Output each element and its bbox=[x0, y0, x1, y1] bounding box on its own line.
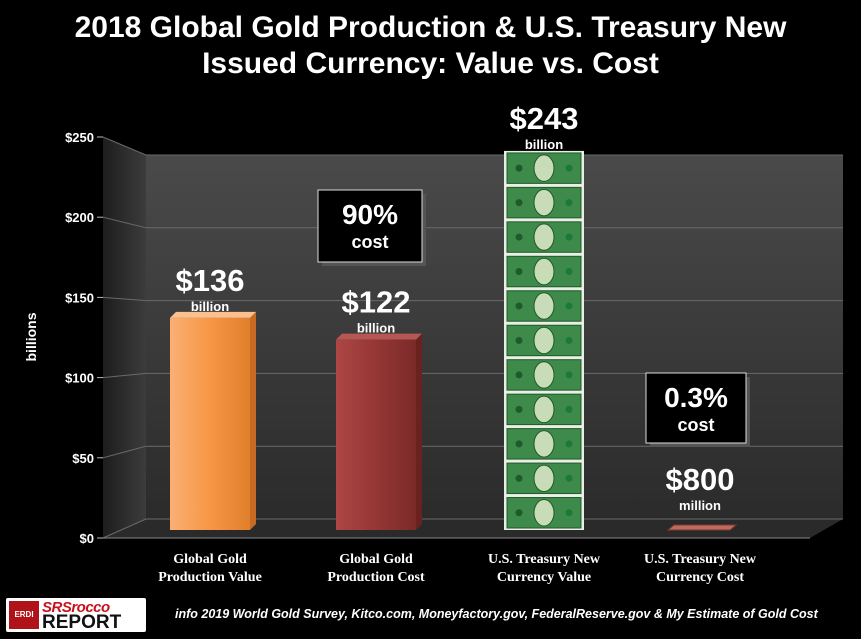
bar-top bbox=[336, 333, 422, 340]
value-label: $136 bbox=[176, 263, 245, 298]
logo-mark-icon: ERDI bbox=[9, 601, 39, 629]
bar-side bbox=[416, 333, 422, 530]
bill-seal bbox=[515, 164, 523, 172]
bill-portrait bbox=[533, 464, 555, 493]
bar-top bbox=[170, 311, 256, 318]
floor bbox=[103, 519, 843, 538]
chart-title-line1: 2018 Global Gold Production & U.S. Treas… bbox=[74, 11, 787, 44]
bill-seal bbox=[565, 302, 573, 310]
bill-seal bbox=[515, 371, 523, 379]
category-label: Production Cost bbox=[327, 570, 425, 585]
bill-seal bbox=[515, 336, 523, 344]
bar-gold bbox=[170, 317, 250, 530]
bill-portrait bbox=[533, 223, 555, 251]
y-axis-label: billions bbox=[23, 312, 39, 361]
annotation-box bbox=[645, 372, 747, 444]
bar-cost bbox=[336, 339, 416, 530]
value-unit-label: billion bbox=[191, 299, 229, 314]
bill-seal bbox=[515, 509, 523, 517]
annotation-label: cost bbox=[351, 232, 388, 252]
category-label: U.S. Treasury New bbox=[644, 552, 757, 567]
bill-seal bbox=[565, 268, 573, 276]
gridline-side bbox=[102, 216, 147, 229]
y-tick-label: $250 bbox=[65, 130, 94, 145]
annotation-label: cost bbox=[677, 415, 714, 435]
bill-seal bbox=[565, 371, 573, 379]
bill-seal bbox=[515, 440, 523, 448]
annotation-percent: 0.3% bbox=[664, 382, 728, 413]
logo-text-srsrocco: SRSrocco bbox=[42, 599, 110, 616]
bill-seal bbox=[565, 164, 573, 172]
bill-portrait bbox=[533, 430, 555, 458]
bill-seal bbox=[565, 199, 573, 207]
category-label: Currency Cost bbox=[656, 570, 744, 585]
y-tick-label: $150 bbox=[65, 290, 94, 305]
category-label: Production Value bbox=[158, 570, 262, 585]
gridline-side bbox=[102, 372, 147, 379]
y-tick-label: $0 bbox=[80, 531, 94, 546]
value-unit-label: million bbox=[679, 498, 721, 513]
y-tick-label: $200 bbox=[65, 210, 94, 225]
srsrocco-logo: ERDI SRSrocco REPORT bbox=[6, 598, 146, 633]
annotation-box bbox=[317, 189, 423, 263]
category-label: U.S. Treasury New bbox=[488, 552, 601, 567]
bill-seal bbox=[565, 336, 573, 344]
value-label: $122 bbox=[342, 285, 411, 320]
category-label: Currency Value bbox=[497, 570, 591, 585]
bill-seal bbox=[515, 474, 523, 482]
chart-title-line2: Issued Currency: Value vs. Cost bbox=[202, 47, 659, 80]
category-label: Global Gold bbox=[173, 552, 247, 567]
gridline-side bbox=[102, 445, 147, 459]
bar-cash-cost bbox=[666, 524, 738, 531]
bill-portrait bbox=[533, 326, 555, 355]
value-unit-label: billion bbox=[357, 321, 395, 336]
bill-portrait bbox=[533, 292, 555, 320]
bill-seal bbox=[515, 199, 523, 207]
gridline-side bbox=[102, 136, 147, 156]
bill-portrait bbox=[533, 395, 555, 424]
bill-seal bbox=[565, 474, 573, 482]
value-label: $243 bbox=[510, 101, 579, 136]
bill-seal bbox=[515, 405, 523, 413]
logo-text-report: REPORT bbox=[42, 612, 122, 633]
gridline-side bbox=[102, 518, 147, 539]
bill-seal bbox=[515, 268, 523, 276]
bill-seal bbox=[515, 302, 523, 310]
y-tick-label: $100 bbox=[65, 371, 94, 386]
bill-seal bbox=[565, 233, 573, 241]
bill-portrait bbox=[533, 361, 555, 389]
bill-portrait bbox=[533, 188, 555, 217]
bill-portrait bbox=[533, 499, 555, 527]
category-label: Global Gold bbox=[339, 552, 413, 567]
bill-portrait bbox=[533, 257, 555, 286]
back-wall bbox=[146, 155, 843, 519]
bar-side bbox=[250, 311, 256, 530]
bill-seal bbox=[515, 233, 523, 241]
bill-portrait bbox=[533, 154, 555, 182]
value-label: $800 bbox=[666, 462, 735, 497]
gridline-side bbox=[102, 296, 147, 302]
y-tick-label: $50 bbox=[72, 451, 94, 466]
bill-seal bbox=[565, 509, 573, 517]
bill-seal bbox=[565, 405, 573, 413]
side-wall bbox=[103, 137, 146, 538]
source-footer: info 2019 World Gold Survey, Kitco.com, … bbox=[175, 607, 818, 621]
annotation-percent: 90% bbox=[342, 199, 398, 230]
bill-seal bbox=[565, 440, 573, 448]
value-unit-label: billion bbox=[525, 137, 563, 152]
